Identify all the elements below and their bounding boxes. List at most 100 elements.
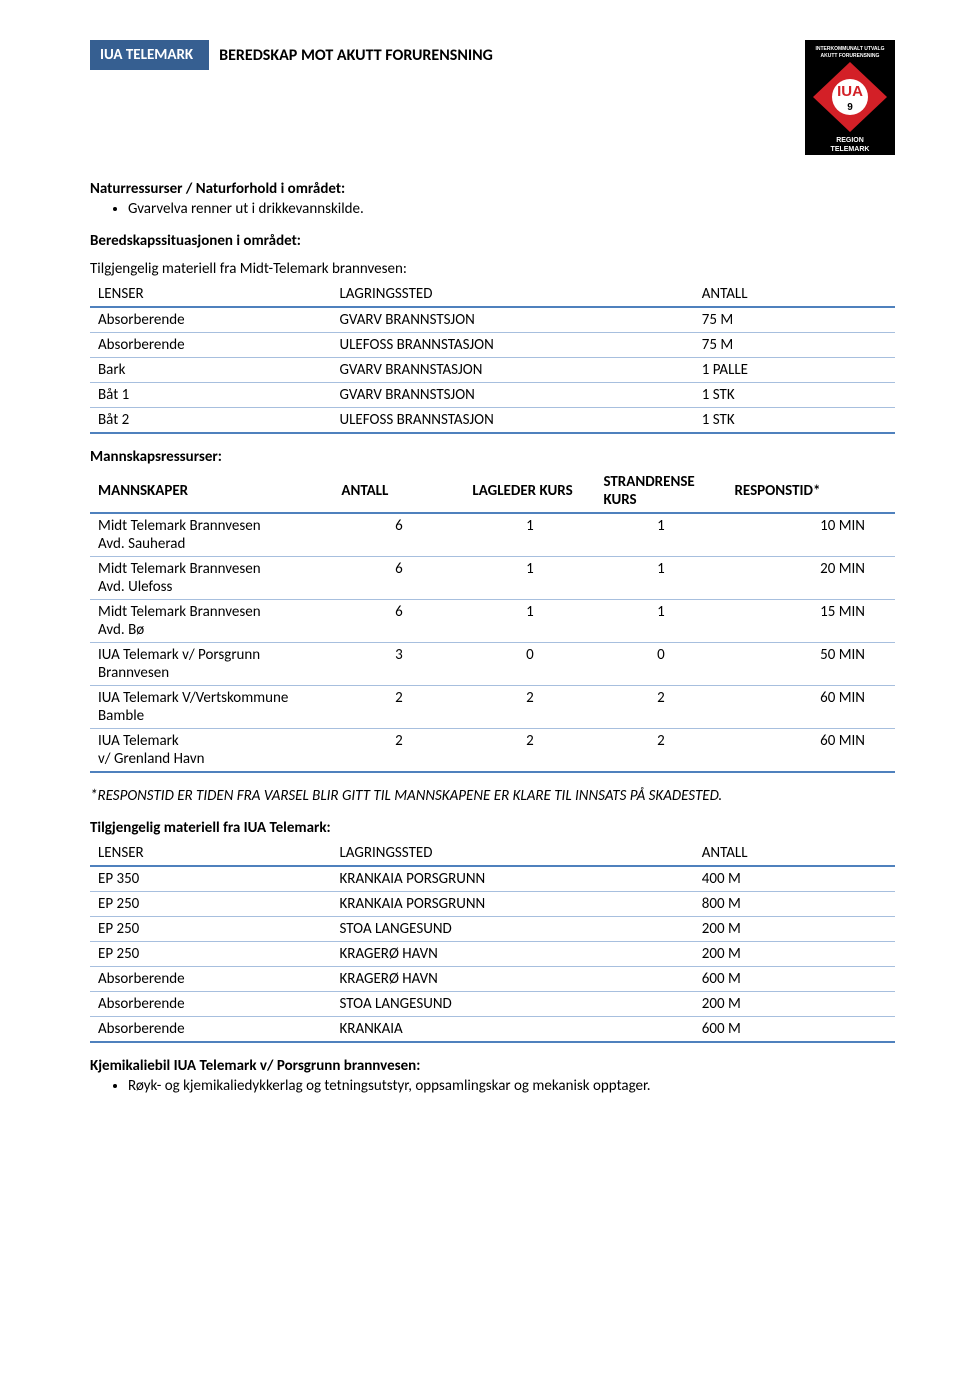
table-cell: 2: [333, 686, 464, 729]
svg-text:9: 9: [847, 102, 853, 113]
table-cell: STOA LANGESUND: [332, 992, 694, 1017]
table-row: Midt Telemark BrannvesenAvd. Ulefoss6112…: [90, 557, 895, 600]
table-cell: 1: [464, 600, 595, 643]
table-row: BarkGVARV BRANNSTASJON1 PALLE: [90, 358, 895, 383]
table-cell: Båt 1: [90, 383, 332, 408]
table-row: Midt Telemark BrannvesenAvd. Bø61115 MIN: [90, 600, 895, 643]
kjem-heading: Kjemikaliebil IUA Telemark v/ Porsgrunn …: [90, 1057, 895, 1075]
table-cell: 600 M: [694, 967, 895, 992]
col-header: LAGRINGSSTED: [332, 282, 694, 307]
table-cell: 60 MIN: [726, 729, 895, 773]
table-cell: 6: [333, 557, 464, 600]
table-cell: 1: [464, 513, 595, 557]
table-cell: 1: [595, 557, 726, 600]
svg-text:TELEMARK: TELEMARK: [831, 146, 870, 153]
col-header: MANNSKAPER: [90, 470, 333, 513]
iua-logo-icon: INTERKOMMUNALT UTVALG AKUTT FORURENSNING…: [805, 40, 895, 155]
table-cell: GVARV BRANNSTSJON: [332, 383, 694, 408]
table-cell: KRANKAIA: [332, 1017, 694, 1043]
table-cell: KRAGERØ HAVN: [332, 942, 694, 967]
table-cell: Midt Telemark BrannvesenAvd. Ulefoss: [90, 557, 333, 600]
table-cell: Absorberende: [90, 992, 332, 1017]
table-row: EP 250STOA LANGESUND200 M: [90, 917, 895, 942]
table-row: Båt 1GVARV BRANNSTSJON1 STK: [90, 383, 895, 408]
table-row: EP 250KRANKAIA PORSGRUNN800 M: [90, 892, 895, 917]
table-cell: 2: [333, 729, 464, 773]
table-cell: Midt Telemark BrannvesenAvd. Sauherad: [90, 513, 333, 557]
mannskaper-table: MANNSKAPER ANTALL LAGLEDER KURS STRANDRE…: [90, 470, 895, 773]
table-cell: 1: [595, 600, 726, 643]
col-header: LENSER: [90, 282, 332, 307]
table-cell: 600 M: [694, 1017, 895, 1043]
table-cell: 1 STK: [694, 408, 895, 434]
table-row: Båt 2ULEFOSS BRANNSTASJON1 STK: [90, 408, 895, 434]
table-cell: 15 MIN: [726, 600, 895, 643]
table-row: AbsorberendeKRAGERØ HAVN600 M: [90, 967, 895, 992]
page-header: IUA TELEMARK BEREDSKAP MOT AKUTT FORUREN…: [90, 40, 895, 155]
table-cell: Absorberende: [90, 333, 332, 358]
table-cell: Absorberende: [90, 1017, 332, 1043]
col-header: RESPONSTID*: [726, 470, 895, 513]
table-cell: IUA Telemarkv/ Grenland Havn: [90, 729, 333, 773]
svg-text:INTERKOMMUNALT UTVALG: INTERKOMMUNALT UTVALG: [816, 46, 885, 52]
table-row: AbsorberendeGVARV BRANNSTSJON75 M: [90, 307, 895, 333]
table-cell: 2: [464, 729, 595, 773]
table-cell: 20 MIN: [726, 557, 895, 600]
table-cell: ULEFOSS BRANNSTASJON: [332, 333, 694, 358]
table-cell: IUA Telemark v/ Porsgrunn Brannvesen: [90, 643, 333, 686]
header-badge: IUA TELEMARK: [90, 40, 209, 70]
table-row: EP 250KRAGERØ HAVN200 M: [90, 942, 895, 967]
svg-text:IUA: IUA: [837, 83, 863, 100]
table-cell: EP 350: [90, 866, 332, 892]
table-cell: 75 M: [694, 333, 895, 358]
table-cell: 0: [595, 643, 726, 686]
table-cell: 800 M: [694, 892, 895, 917]
table-cell: Absorberende: [90, 967, 332, 992]
table-cell: 60 MIN: [726, 686, 895, 729]
svg-text:REGION: REGION: [836, 137, 864, 144]
table-cell: 1 STK: [694, 383, 895, 408]
table-cell: IUA Telemark V/Vertskommune Bamble: [90, 686, 333, 729]
table-row: IUA Telemark v/ Porsgrunn Brannvesen3005…: [90, 643, 895, 686]
nat-list: Gvarvelva renner ut i drikkevannskilde.: [90, 200, 895, 218]
table-cell: 200 M: [694, 942, 895, 967]
table-row: EP 350KRANKAIA PORSGRUNN400 M: [90, 866, 895, 892]
table-cell: 2: [595, 729, 726, 773]
col-header: LAGRINGSSTED: [332, 841, 694, 866]
materiell-table-1: LENSER LAGRINGSSTED ANTALL AbsorberendeG…: [90, 282, 895, 434]
table-row: Midt Telemark BrannvesenAvd. Sauherad611…: [90, 513, 895, 557]
mat-heading: Tilgjengelig materiell fra Midt-Telemark…: [90, 260, 895, 278]
bered-heading: Beredskapssituasjonen i området:: [90, 232, 895, 250]
table-cell: EP 250: [90, 942, 332, 967]
table-cell: EP 250: [90, 892, 332, 917]
table-cell: 200 M: [694, 992, 895, 1017]
table-cell: Absorberende: [90, 307, 332, 333]
header-title: BEREDSKAP MOT AKUTT FORURENSNING: [219, 46, 493, 65]
table-cell: 75 M: [694, 307, 895, 333]
table-cell: 1: [595, 513, 726, 557]
table-cell: Båt 2: [90, 408, 332, 434]
table-row: AbsorberendeKRANKAIA600 M: [90, 1017, 895, 1043]
table-cell: 10 MIN: [726, 513, 895, 557]
table-row: IUA Telemark V/Vertskommune Bamble22260 …: [90, 686, 895, 729]
nat-heading: Naturressurser / Naturforhold i området:: [90, 180, 895, 198]
table-cell: 1: [464, 557, 595, 600]
table-row: IUA Telemarkv/ Grenland Havn22260 MIN: [90, 729, 895, 773]
table-cell: Midt Telemark BrannvesenAvd. Bø: [90, 600, 333, 643]
col-header: ANTALL: [694, 841, 895, 866]
table-cell: 200 M: [694, 917, 895, 942]
responstid-footnote: *RESPONSTID ER TIDEN FRA VARSEL BLIR GIT…: [90, 787, 895, 805]
col-header: LAGLEDER KURS: [464, 470, 595, 513]
table-cell: KRANKAIA PORSGRUNN: [332, 892, 694, 917]
header-left: IUA TELEMARK BEREDSKAP MOT AKUTT FORUREN…: [90, 40, 805, 70]
iua-heading: Tilgjengelig materiell fra IUA Telemark:: [90, 819, 895, 837]
table-cell: GVARV BRANNSTSJON: [332, 307, 694, 333]
col-header: ANTALL: [694, 282, 895, 307]
table-cell: 400 M: [694, 866, 895, 892]
table-cell: KRAGERØ HAVN: [332, 967, 694, 992]
table-cell: 6: [333, 513, 464, 557]
list-item: Gvarvelva renner ut i drikkevannskilde.: [128, 200, 895, 218]
table-cell: 3: [333, 643, 464, 686]
table-cell: Bark: [90, 358, 332, 383]
table-row: AbsorberendeULEFOSS BRANNSTASJON75 M: [90, 333, 895, 358]
